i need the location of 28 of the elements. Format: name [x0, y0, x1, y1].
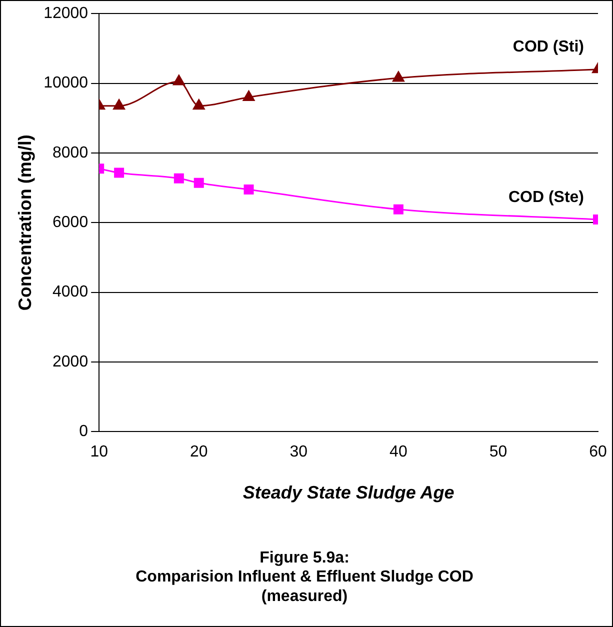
point	[242, 90, 255, 101]
point	[114, 168, 124, 178]
series-label: COD (Ste)	[508, 188, 584, 206]
x-tick-label: 60	[589, 444, 607, 461]
point	[192, 99, 205, 110]
y-tick-label: 10000	[44, 74, 88, 92]
point	[244, 184, 254, 194]
y-axis-title: Concentration (mg/l)	[14, 134, 35, 311]
y-tick-label: 0	[79, 423, 88, 440]
point	[393, 204, 404, 214]
point	[172, 74, 185, 86]
y-tick-label: 4000	[52, 284, 88, 301]
text: Figure 5.9a: Comparision Influent & Effluent Sludge COD (measured)	[136, 549, 474, 605]
x-tick-label: 50	[489, 444, 508, 461]
x-tick-label: 10	[90, 444, 108, 461]
point	[113, 99, 125, 110]
y-tick-label: 6000	[52, 214, 88, 232]
x-tick-label: 20	[190, 444, 208, 461]
point	[174, 173, 184, 184]
y-tick-label: 8000	[52, 144, 88, 162]
x-axis-title: Steady State Sludge Age	[242, 482, 454, 503]
y-tick-label: 12000	[44, 5, 88, 22]
y-tick-label: 2000	[52, 353, 88, 370]
point	[194, 178, 204, 188]
x-tick-label: 40	[390, 444, 408, 461]
point	[392, 71, 404, 82]
series-label: COD (Sti)	[512, 38, 584, 56]
x-tick-label: 30	[290, 444, 308, 461]
